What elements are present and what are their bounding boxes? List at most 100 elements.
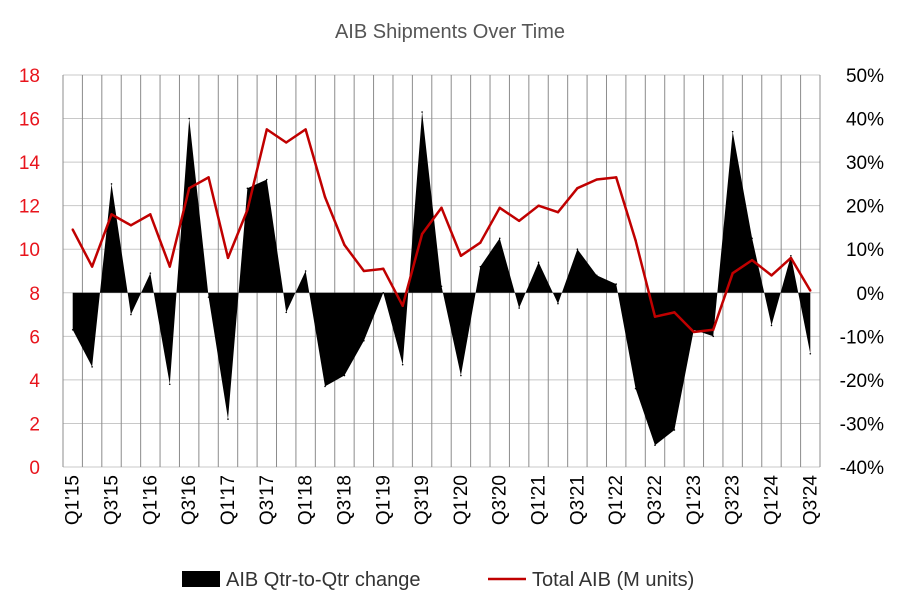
y-left-tick-label: 0 [29, 458, 40, 479]
y-left-tick-label: 6 [29, 327, 40, 348]
total-aib-point [459, 254, 463, 257]
y-right-tick-label: 40% [846, 110, 884, 131]
y-right-tick-label: 10% [846, 240, 884, 261]
legend-swatch-qtr-change [182, 571, 220, 587]
qtr-change-point [110, 183, 113, 185]
total-aib-point [226, 256, 230, 260]
total-aib-point [420, 232, 424, 236]
qtr-change-point [654, 444, 656, 447]
total-aib-point [168, 265, 171, 268]
qtr-change-point [479, 265, 482, 268]
total-aib-line-layer [71, 128, 812, 334]
x-tick-label: Q1'18 [296, 475, 317, 525]
total-aib-point [789, 256, 793, 260]
x-tick-label: Q1'20 [451, 475, 472, 525]
total-aib-point [673, 311, 676, 314]
qtr-change-point [595, 274, 598, 277]
total-aib-point [304, 128, 307, 131]
total-aib-point [90, 265, 94, 268]
total-aib-point [382, 267, 385, 271]
total-aib-point [285, 141, 288, 144]
qtr-change-point [130, 313, 132, 316]
qtr-change-point [673, 429, 676, 431]
qtr-change-point [246, 187, 249, 190]
qtr-change-point [207, 296, 210, 298]
qtr-change-point [363, 339, 365, 342]
y-left-tick-label: 12 [19, 197, 40, 218]
legend: AIB Qtr-to-Qtr change Total AIB (M units… [182, 569, 694, 591]
qtr-change-point [790, 254, 792, 257]
total-aib-point [71, 228, 74, 231]
y-left-tick-label: 14 [19, 153, 41, 174]
y-right-tick-label: -40% [840, 458, 884, 479]
qtr-change-point [227, 418, 229, 420]
x-tick-label: Q3'19 [412, 475, 433, 525]
total-aib-point [595, 178, 598, 181]
y-left-tick-label: 4 [29, 371, 40, 392]
total-aib-point [731, 271, 734, 275]
total-aib-point [265, 128, 269, 131]
total-aib-point [634, 239, 637, 242]
qtr-change-area [72, 112, 811, 446]
qtr-change-point [460, 374, 462, 377]
x-tick-label: Q3'20 [490, 475, 511, 525]
qtr-change-point [576, 248, 579, 251]
total-aib-point [110, 213, 113, 216]
x-tick-label: Q1'17 [218, 475, 239, 525]
y-left-tick-label: 10 [19, 240, 40, 261]
x-tick-label: Q3'17 [257, 475, 278, 525]
total-aib-point [537, 204, 540, 207]
total-aib-point [809, 289, 812, 292]
qtr-change-point [324, 385, 326, 388]
total-aib-point [323, 195, 327, 199]
x-tick-label: Q1'21 [529, 475, 550, 525]
y-right-tick-label: 30% [846, 153, 884, 174]
total-aib-point [750, 258, 754, 262]
qtr-change-point [188, 117, 190, 120]
qtr-change-point [149, 272, 152, 274]
qtr-change-point [615, 283, 617, 285]
qtr-change-point [266, 178, 268, 181]
y-right-tick-label: 20% [846, 197, 884, 218]
total-aib-point [653, 315, 657, 318]
total-aib-point [401, 304, 404, 308]
qtr-change-point [770, 324, 773, 327]
qtr-change-point [91, 366, 93, 368]
qtr-change-point [440, 285, 443, 288]
x-tick-label: Q1'15 [63, 475, 84, 525]
total-aib-point [149, 213, 152, 216]
qtr-change-point [634, 387, 637, 390]
qtr-change-point [518, 307, 520, 309]
y-left-tick-label: 2 [29, 414, 40, 435]
total-aib-point [692, 330, 696, 334]
total-aib-point [498, 206, 501, 210]
qtr-change-area-layer [71, 111, 812, 447]
qtr-change-point [731, 130, 734, 133]
qtr-change-point [304, 270, 307, 272]
total-aib-point [207, 176, 210, 179]
chart-title: AIB Shipments Over Time [335, 21, 565, 43]
qtr-change-point [751, 237, 753, 240]
x-tick-label: Q1'23 [684, 475, 705, 525]
x-tick-label: Q1'24 [761, 475, 782, 526]
qtr-change-point [421, 111, 423, 113]
qtr-change-point [401, 363, 404, 366]
x-tick-label: Q3'18 [334, 475, 355, 525]
total-aib-point [517, 219, 521, 223]
y-left-tick-label: 8 [29, 284, 40, 305]
x-tick-label: Q3'15 [102, 475, 123, 525]
total-aib-point [576, 187, 579, 190]
qtr-change-point [168, 383, 171, 386]
x-tick-label: Q3'23 [723, 475, 744, 525]
y-left-tick-label: 16 [19, 110, 40, 131]
qtr-change-point [537, 261, 540, 264]
total-aib-point [246, 208, 249, 212]
y-right-tick-label: -10% [840, 327, 884, 348]
total-aib-point [187, 187, 191, 190]
total-aib-point [129, 224, 133, 227]
y-right-tick-label: -20% [840, 371, 884, 392]
total-aib-point [614, 176, 618, 179]
total-aib-point [770, 274, 773, 277]
total-aib-point [362, 269, 366, 273]
